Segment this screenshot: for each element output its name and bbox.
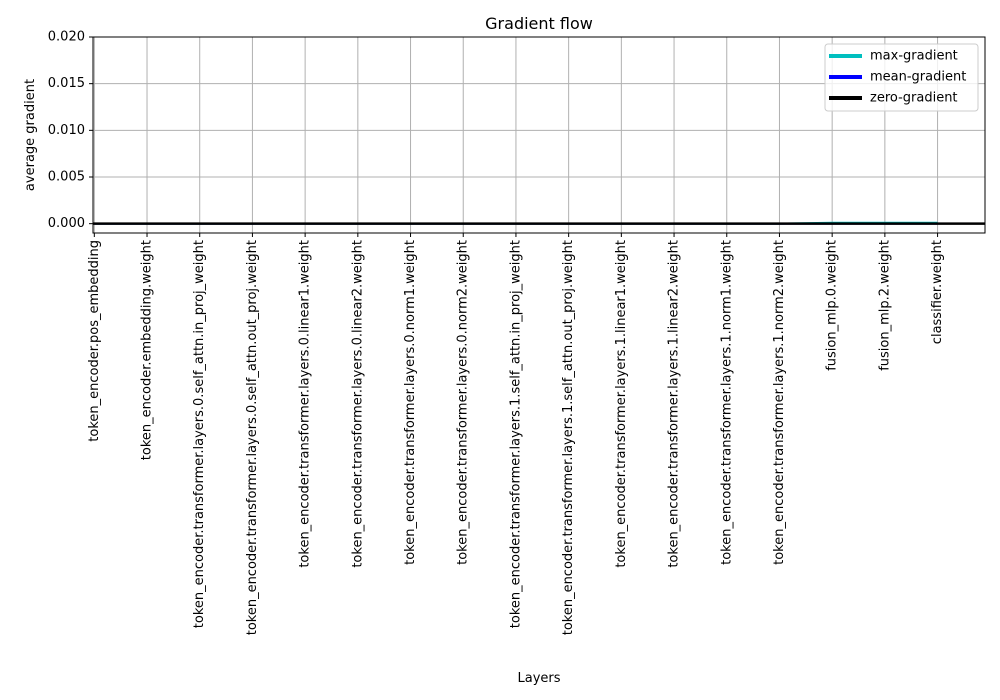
y-tick-label: 0.000	[48, 216, 85, 231]
plot-frame	[92, 36, 986, 234]
x-axis-label: Layers	[517, 671, 560, 686]
legend-label: mean-gradient	[870, 70, 966, 85]
chart-title: Gradient flow	[485, 14, 593, 33]
x-tick-label: token_encoder.transformer.layers.0.linea…	[350, 240, 365, 568]
x-tick-label: token_encoder.transformer.layers.1.linea…	[614, 240, 629, 568]
x-tick-label: fusion_mlp.0.weight	[825, 240, 840, 371]
x-tick-label: token_encoder.transformer.layers.0.linea…	[298, 240, 313, 568]
legend-label: zero-gradient	[870, 91, 958, 106]
x-tick-label: token_encoder.transformer.layers.1.norm1…	[719, 240, 734, 565]
x-tick-label: token_encoder.transformer.layers.0.norm1…	[403, 240, 418, 565]
y-tick-label: 0.020	[48, 30, 85, 45]
x-tick-label: token_encoder.transformer.layers.1.linea…	[667, 240, 682, 568]
x-tick-label: token_encoder.transformer.layers.1.self_…	[561, 240, 576, 635]
y-axis: 0.000 0.005 0.010 0.015 0.020	[48, 30, 93, 231]
x-tick-label: token_encoder.transformer.layers.1.norm2…	[772, 240, 787, 565]
legend-box	[824, 43, 979, 112]
legend-label: max-gradient	[870, 49, 958, 64]
x-tick-label: token_encoder.transformer.layers.0.self_…	[245, 240, 260, 635]
legend: max-gradient mean-gradient zero-gradient	[824, 43, 979, 112]
y-axis-label: average gradient	[23, 79, 38, 191]
x-tick-label: fusion_mlp.2.weight	[877, 240, 892, 371]
x-tick-label: token_encoder.transformer.layers.1.self_…	[508, 240, 523, 628]
y-tick-label: 0.005	[48, 170, 85, 185]
y-tick-label: 0.015	[48, 76, 85, 91]
x-tick-label: token_encoder.embedding.weight	[140, 240, 155, 460]
y-tick-label: 0.010	[48, 123, 85, 138]
x-tick-label: classifier.weight	[930, 240, 945, 344]
x-axis: token_encoder.pos_embedding token_encoder…	[87, 233, 945, 635]
x-tick-label: token_encoder.transformer.layers.0.self_…	[192, 240, 207, 628]
x-tick-label: token_encoder.pos_embedding	[87, 240, 102, 442]
x-tick-label: token_encoder.transformer.layers.0.norm2…	[456, 240, 471, 565]
series-layer	[93, 221, 985, 225]
